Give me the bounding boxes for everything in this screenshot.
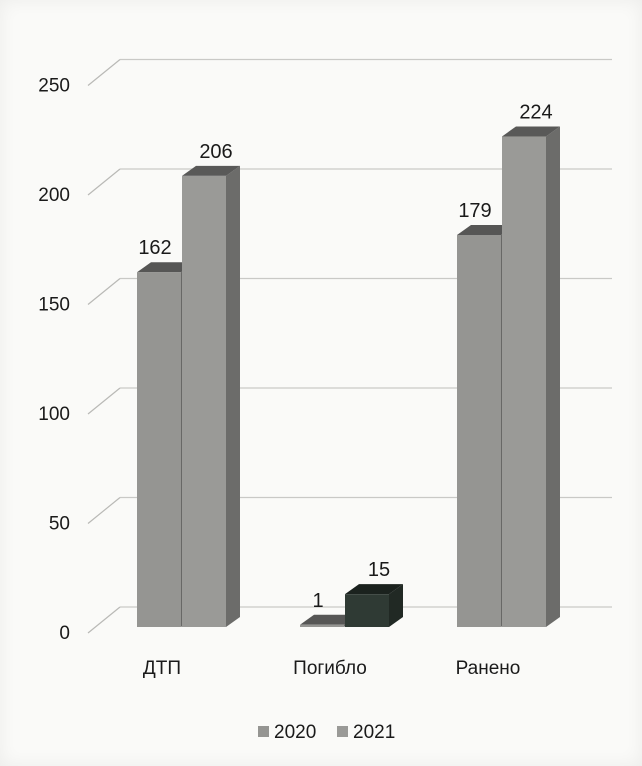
gridline-diagonal (87, 278, 121, 305)
x-axis: ДТП Погибло Ранено (143, 658, 520, 679)
bar-top-face (300, 614, 358, 625)
gridline-diagonal (87, 168, 121, 196)
category-label: Ранено (456, 658, 521, 679)
legend-item: 2020 (258, 722, 316, 743)
data-labels: 162 206 1 15 179 224 (138, 101, 552, 611)
bar-front-face (182, 175, 226, 628)
data-label: 206 (199, 141, 232, 163)
bar-side-face (226, 165, 240, 628)
bars (137, 126, 560, 628)
y-tick-label: 250 (38, 76, 70, 97)
bar-top-face (137, 262, 195, 273)
bar-side-face (389, 584, 403, 627)
legend-swatch (258, 726, 269, 737)
data-label: 162 (138, 237, 171, 259)
bar-front-face (502, 136, 546, 627)
y-tick-label: 150 (38, 295, 70, 316)
bar-side-face (546, 126, 560, 627)
category-label: Погибло (293, 658, 367, 679)
data-label: 224 (519, 101, 552, 123)
legend: 2020 2021 (258, 722, 395, 743)
bar-Погибло-2021 (345, 584, 403, 627)
bar-top-face (345, 584, 403, 595)
gridline-diagonal (87, 59, 121, 86)
bar-top-face (502, 126, 560, 137)
gridline-diagonal (87, 606, 121, 634)
legend-swatch (337, 726, 348, 737)
y-tick-label: 0 (59, 623, 70, 644)
data-label: 1 (312, 590, 323, 612)
y-tick-label: 200 (38, 185, 70, 206)
bar-top-face (457, 224, 515, 235)
bar-Ранено-2021 (502, 126, 560, 627)
category-label: ДТП (143, 658, 181, 679)
legend-item: 2021 (337, 722, 395, 743)
data-label: 15 (368, 559, 390, 581)
bar-front-face (345, 594, 389, 627)
data-label: 179 (458, 200, 491, 222)
bar-ДТП-2021 (182, 165, 240, 628)
legend-label: 2021 (353, 722, 395, 743)
bar-front-face (457, 234, 501, 628)
legend-label: 2020 (274, 722, 316, 743)
y-tick-label: 50 (49, 514, 70, 535)
gridline-diagonal (87, 497, 121, 524)
bar-front-face (137, 272, 181, 627)
gridline-diagonal (87, 387, 121, 415)
bar-top-face (182, 165, 240, 176)
y-tick-label: 100 (38, 404, 70, 425)
bar-front-face (300, 624, 344, 627)
y-axis: 0 50 100 150 200 250 (38, 76, 70, 645)
